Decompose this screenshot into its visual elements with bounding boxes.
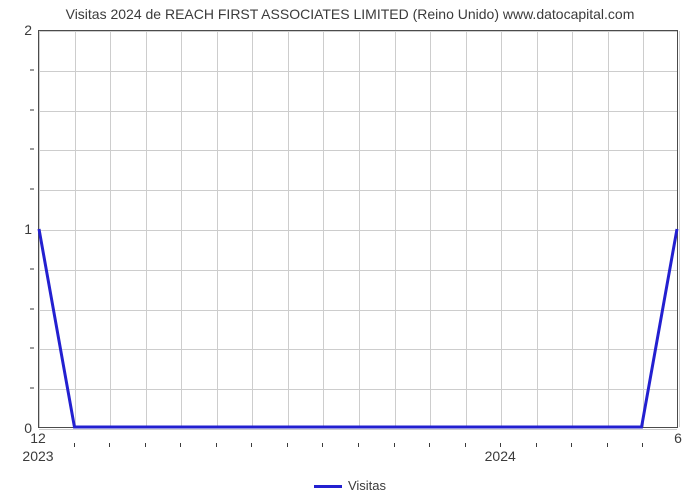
x-minor-tick [251,443,252,447]
x-minor-tick [216,443,217,447]
y-minor-tick [30,388,34,389]
x-minor-tick [394,443,395,447]
x-year-label: 2023 [22,448,53,464]
y-minor-tick [30,308,34,309]
data-line [39,31,677,427]
legend-swatch [314,485,342,488]
x-month-label: 12 [30,430,46,446]
x-minor-tick [607,443,608,447]
x-minor-tick [536,443,537,447]
y-tick-label: 1 [4,221,32,237]
y-minor-tick [30,189,34,190]
plot-area [38,30,678,428]
x-month-label: 6 [674,430,682,446]
legend: Visitas [0,478,700,493]
x-minor-tick [429,443,430,447]
x-minor-tick [322,443,323,447]
legend-label: Visitas [348,478,386,493]
x-minor-tick [500,443,501,447]
y-minor-tick [30,109,34,110]
x-year-label: 2024 [485,448,516,464]
x-minor-tick [465,443,466,447]
y-tick-label: 2 [4,22,32,38]
x-minor-tick [145,443,146,447]
grid-v-line [679,31,680,427]
x-minor-tick [358,443,359,447]
grid-h-line [39,429,677,430]
x-minor-tick [109,443,110,447]
y-minor-tick [30,268,34,269]
chart-title: Visitas 2024 de REACH FIRST ASSOCIATES L… [0,6,700,22]
x-minor-tick [287,443,288,447]
y-minor-tick [30,348,34,349]
chart-container: Visitas 2024 de REACH FIRST ASSOCIATES L… [0,0,700,500]
x-minor-tick [74,443,75,447]
x-minor-tick [180,443,181,447]
x-minor-tick [571,443,572,447]
y-minor-tick [30,69,34,70]
y-tick-label: 0 [4,420,32,436]
y-minor-tick [30,149,34,150]
x-minor-tick [642,443,643,447]
